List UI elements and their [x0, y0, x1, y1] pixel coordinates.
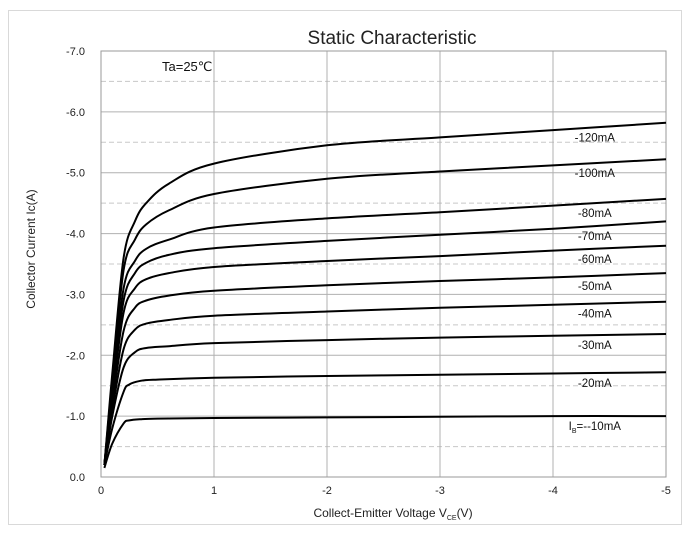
series-line-1	[103, 371, 667, 466]
static-characteristic-chart: Static Characteristic 0.0 -1.0 -2.0 -3.0 -4.…	[24, 28, 671, 522]
series-line-3	[103, 300, 667, 465]
series-line-4	[103, 272, 667, 465]
series-line-7	[103, 197, 667, 465]
series-line-0	[103, 415, 667, 469]
x-axis-label-main: Collect-Emitter Voltage V	[313, 506, 446, 520]
series-line-9	[103, 121, 667, 465]
plot-border	[100, 50, 667, 478]
series-labels: IB=--10mA -20mA -30mA -40mA -50mA -60mA -70mA -…	[569, 132, 622, 435]
series-label: -70mA	[578, 231, 612, 243]
series-label: -60mA	[578, 254, 612, 266]
series-layer	[103, 121, 667, 469]
y-tick-label: -7.0	[66, 46, 85, 58]
y-tick-label: -5.0	[66, 168, 85, 180]
chart-frame: Static Characteristic 0.0 -1.0 -2.0 -3.0 -4.…	[8, 10, 682, 525]
x-tick-label: -2	[322, 485, 332, 497]
x-axis-label: Collect-Emitter Voltage VCE(V)	[313, 506, 472, 522]
x-axis-label-tail: (V)	[457, 506, 473, 520]
x-tick-label: 1	[211, 485, 217, 497]
tick-labels: 0.0 -1.0 -2.0 -3.0 -4.0 -5.0 -6.0 -7.0 0 1 -2 -3 -4 -…	[66, 46, 671, 497]
series-label: -20mA	[578, 378, 612, 390]
y-tick-label: -1.0	[66, 411, 85, 423]
series-label: -100mA	[575, 168, 616, 180]
temperature-annotation: Ta=25℃	[162, 59, 212, 74]
x-tick-label: -4	[548, 485, 558, 497]
y-tick-label: 0.0	[70, 472, 85, 484]
series-line-2	[103, 333, 667, 465]
series-line-6	[103, 220, 667, 465]
series-label: -40mA	[578, 309, 612, 321]
series-line-5	[103, 244, 667, 465]
chart-title: Static Characteristic	[308, 28, 477, 49]
y-axis-label: Collector Current Ic(A)	[24, 189, 38, 308]
y-tick-label: -4.0	[66, 229, 85, 241]
series-label: -80mA	[578, 208, 612, 220]
y-tick-label: -2.0	[66, 350, 85, 362]
x-axis-label-sub: CE	[447, 515, 457, 522]
y-tick-label: -3.0	[66, 289, 85, 301]
series-label: -120mA	[575, 132, 616, 144]
series-label: -50mA	[578, 281, 612, 293]
x-tick-label: 0	[98, 485, 104, 497]
y-tick-label: -6.0	[66, 107, 85, 119]
x-tick-label: -3	[435, 485, 445, 497]
series-label: -30mA	[578, 340, 612, 352]
series-label: IB=--10mA	[569, 421, 622, 435]
x-tick-label: -5	[661, 485, 671, 497]
